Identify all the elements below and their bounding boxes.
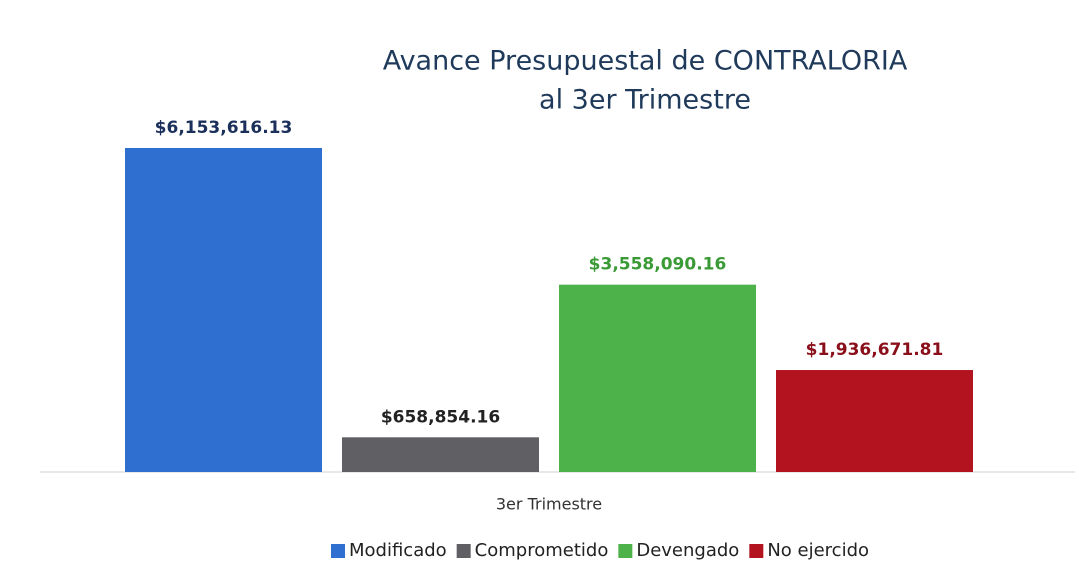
legend-label: Devengado <box>636 540 739 561</box>
data-label: $6,153,616.13 <box>155 118 293 138</box>
legend-swatch <box>618 544 633 558</box>
legend-label: Modificado <box>349 540 447 561</box>
bar <box>342 437 539 472</box>
data-label: $1,936,671.81 <box>806 340 944 360</box>
chart-title: al 3er Trimestre <box>539 85 751 116</box>
chart-title: Avance Presupuestal de CONTRALORIA <box>383 46 908 77</box>
bar <box>125 148 322 472</box>
legend-label: No ejercido <box>767 540 869 561</box>
bar <box>776 370 973 472</box>
legend-label: Comprometido <box>475 540 609 561</box>
legend-swatch <box>749 544 764 558</box>
data-label: $658,854.16 <box>381 407 500 427</box>
x-tick-label: 3er Trimestre <box>496 495 602 514</box>
bar <box>559 284 756 472</box>
legend-swatch <box>456 544 471 558</box>
legend-swatch <box>330 544 345 558</box>
data-label: $3,558,090.16 <box>589 255 727 275</box>
